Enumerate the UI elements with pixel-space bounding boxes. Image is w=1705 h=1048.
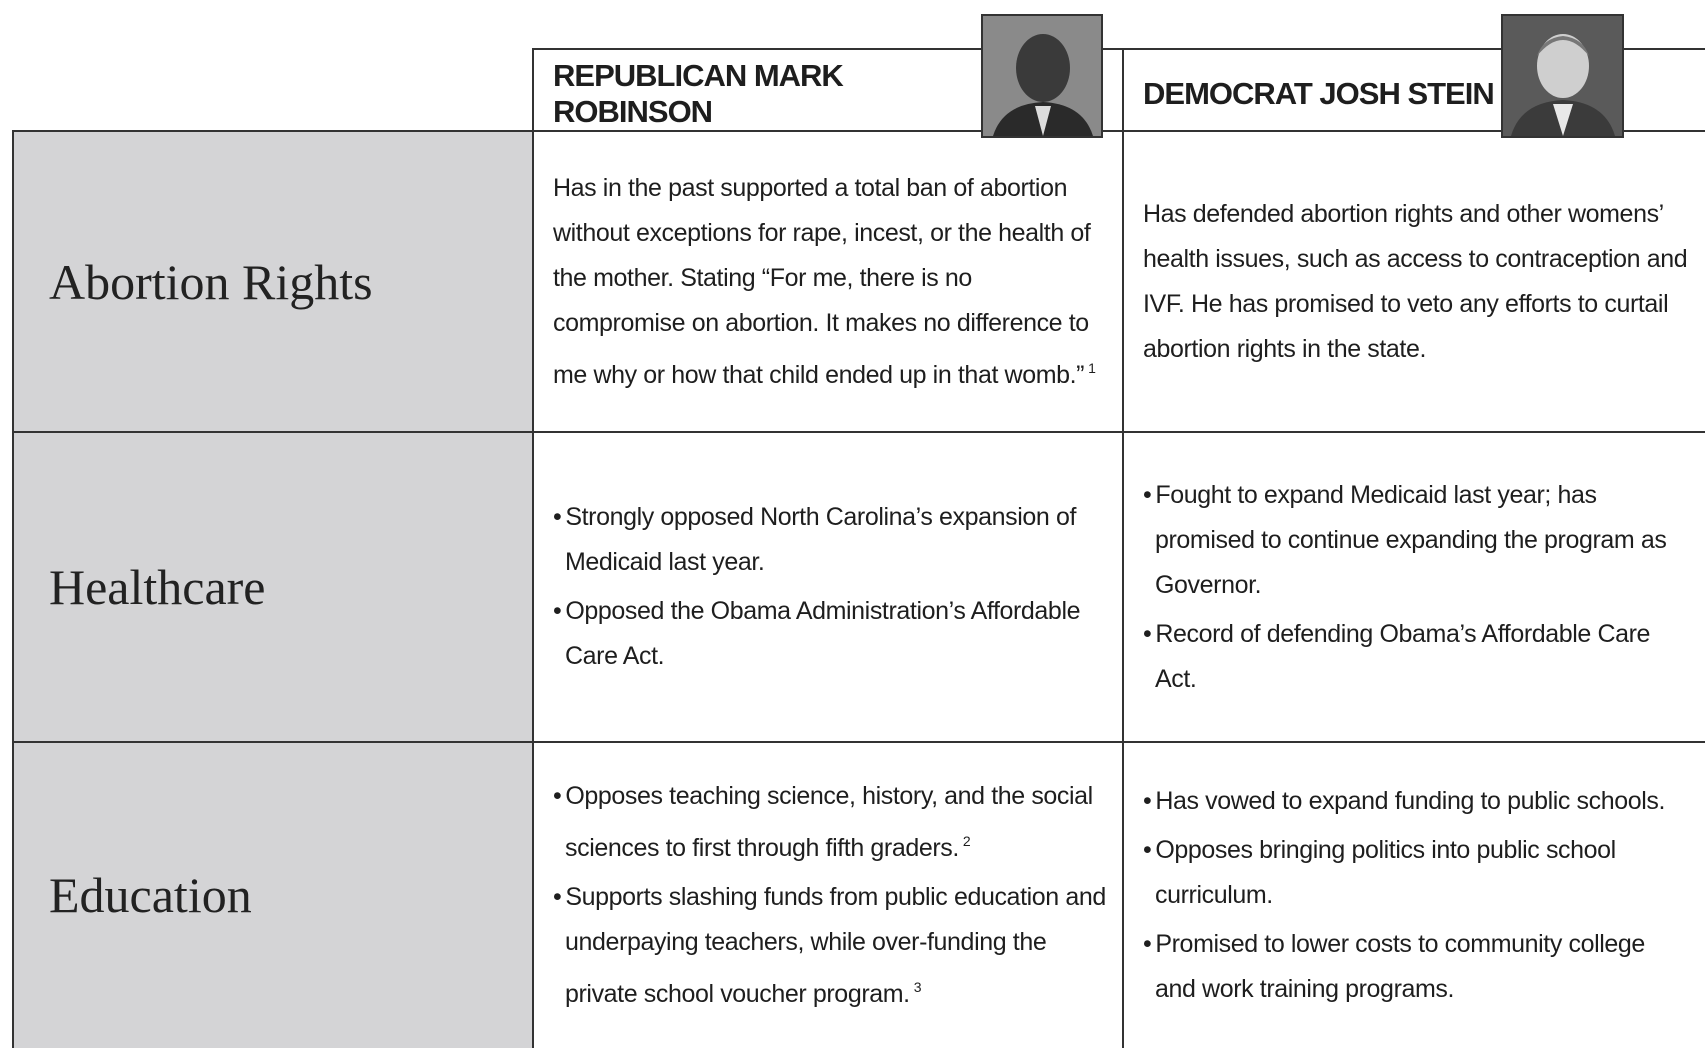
text: Has in the past supported a total ban of… [553, 174, 1090, 389]
table-cell: Strongly opposed North Carolina’s expans… [533, 432, 1123, 742]
text: Opposes bringing politics into public sc… [1155, 836, 1616, 909]
cell-text: Has in the past supported a total ban of… [553, 166, 1109, 398]
bullet-item: Opposed the Obama Administration’s Affor… [553, 589, 1109, 679]
bullet-item: Has vowed to expand funding to public sc… [1143, 779, 1691, 824]
border [13, 431, 1705, 433]
table-cell: Opposes teaching science, history, and t… [533, 742, 1123, 1048]
border [532, 48, 534, 1048]
column-header: REPUBLICAN MARK ROBINSON [533, 49, 981, 131]
footnote-mark: 1 [1088, 360, 1095, 376]
border [12, 130, 14, 1048]
text: Has vowed to expand funding to public sc… [1155, 787, 1665, 815]
photo-art [983, 16, 1101, 136]
bullet-item: Record of defending Obama’s Affordable C… [1143, 612, 1691, 702]
row-label: Healthcare [13, 432, 533, 742]
text: Fought to expand Medicaid last year; has… [1155, 481, 1667, 599]
border [13, 741, 1705, 743]
candidate-photo [1501, 14, 1624, 138]
table-cell: Fought to expand Medicaid last year; has… [1123, 432, 1705, 742]
text: Opposed the Obama Administration’s Affor… [565, 597, 1080, 670]
table-cell: Has in the past supported a total ban of… [533, 131, 1123, 432]
row-label: Education [13, 742, 533, 1048]
cell-text: Has defended abortion rights and other w… [1143, 192, 1691, 372]
candidate-photo [981, 14, 1103, 138]
text: Strongly opposed North Carolina’s expans… [565, 503, 1076, 576]
photo-art [1503, 16, 1622, 136]
bullet-item: Fought to expand Medicaid last year; has… [1143, 473, 1691, 608]
text: Record of defending Obama’s Affordable C… [1155, 620, 1650, 693]
column-header: DEMOCRAT JOSH STEIN [1123, 49, 1501, 131]
border [1122, 48, 1124, 1048]
footnote-mark: 2 [963, 833, 970, 849]
bullet-item: Opposes bringing politics into public sc… [1143, 828, 1691, 918]
table-cell: Has defended abortion rights and other w… [1123, 131, 1705, 432]
table-cell: Has vowed to expand funding to public sc… [1123, 742, 1705, 1048]
bullet-item: Promised to lower costs to community col… [1143, 922, 1691, 1012]
row-label: Abortion Rights [13, 131, 533, 432]
bullet-item: Strongly opposed North Carolina’s expans… [553, 495, 1109, 585]
page: Abortion Rights Healthcare Education REP… [0, 0, 1705, 1048]
footnote-mark: 3 [914, 979, 921, 995]
bullet-item: Opposes teaching science, history, and t… [553, 774, 1109, 871]
border [13, 130, 1705, 132]
text: Has defended abortion rights and other w… [1143, 200, 1687, 363]
bullet-item: Supports slashing funds from public educ… [553, 875, 1109, 1017]
text: Opposes teaching science, history, and t… [565, 782, 1093, 862]
text: Promised to lower costs to community col… [1155, 930, 1645, 1003]
text: Supports slashing funds from public educ… [565, 883, 1106, 1008]
